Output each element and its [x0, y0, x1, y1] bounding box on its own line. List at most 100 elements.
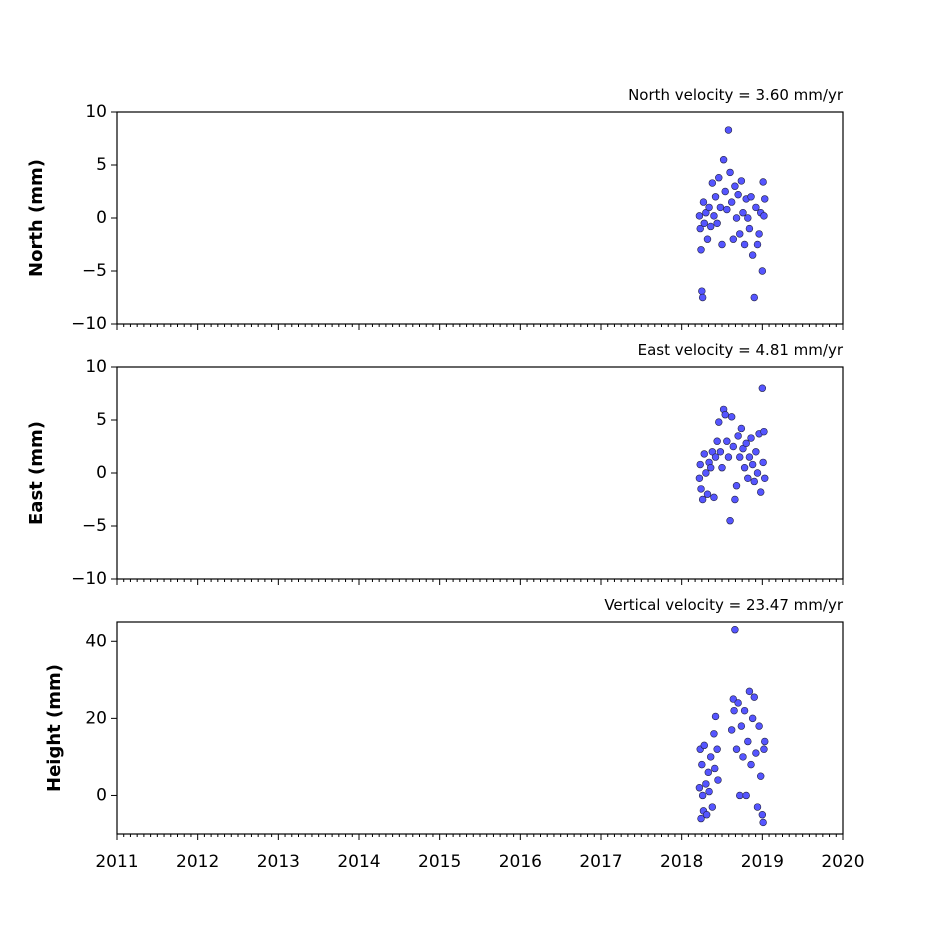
x-tick-label: 2011	[95, 852, 138, 872]
y-tick-label: 40	[85, 631, 107, 651]
data-point	[752, 749, 760, 757]
data-point	[721, 411, 729, 419]
y-tick-label: 0	[96, 463, 107, 483]
panel-title: East velocity = 4.81 mm/yr	[638, 341, 844, 359]
data-point	[753, 240, 762, 249]
data-point	[737, 424, 746, 433]
data-point	[698, 287, 706, 295]
data-point	[759, 818, 767, 827]
data-point	[755, 230, 763, 238]
x-tick-label: 2013	[257, 852, 300, 872]
data-point	[752, 448, 760, 456]
data-point	[729, 695, 737, 703]
data-point	[698, 791, 707, 800]
data-point	[736, 230, 744, 238]
data-point	[744, 474, 752, 482]
data-point	[739, 209, 747, 217]
data-point	[716, 448, 725, 456]
y-tick-label: 0	[96, 785, 107, 805]
plot-frame	[116, 621, 844, 835]
data-point	[724, 453, 733, 461]
data-point	[732, 745, 741, 753]
data-point	[761, 474, 769, 482]
data-point	[761, 195, 769, 203]
data-point	[707, 464, 715, 472]
x-tick-label: 2017	[579, 852, 622, 872]
data-point	[727, 413, 736, 421]
data-point	[737, 722, 746, 730]
x-tick-label: 2012	[176, 852, 219, 872]
data-point	[715, 174, 723, 182]
data-point	[742, 791, 750, 800]
data-point	[713, 219, 721, 228]
data-point	[697, 485, 705, 493]
data-point	[744, 214, 752, 222]
data-point	[742, 439, 750, 448]
data-point	[740, 706, 749, 715]
data-point	[739, 444, 747, 453]
data-point	[753, 469, 762, 477]
data-point	[732, 214, 741, 222]
data-point	[700, 219, 708, 228]
data-point	[696, 224, 704, 233]
data-point	[702, 811, 711, 819]
panel-title: Vertical velocity = 23.47 mm/yr	[604, 596, 844, 614]
data-point	[698, 293, 707, 302]
data-point	[702, 209, 710, 217]
data-point	[730, 706, 738, 715]
data-point	[736, 791, 744, 800]
data-point	[711, 193, 720, 201]
y-axis-label: North (mm)	[26, 159, 47, 277]
data-point	[760, 212, 768, 220]
y-tick-label: 10	[85, 102, 107, 122]
data-point	[702, 469, 710, 477]
data-point	[708, 179, 717, 187]
data-point	[761, 737, 769, 746]
y-tick-label: 10	[85, 357, 107, 377]
data-point	[703, 490, 712, 498]
data-point	[747, 760, 755, 769]
data-point	[719, 156, 728, 164]
data-point	[731, 182, 739, 190]
data-point	[750, 693, 758, 701]
x-tick-label: 2014	[337, 852, 380, 872]
data-point	[711, 712, 720, 721]
data-point	[750, 293, 758, 302]
data-point	[759, 458, 767, 467]
data-point	[745, 687, 754, 696]
data-point	[707, 753, 715, 761]
data-point	[755, 722, 763, 730]
data-point	[705, 203, 713, 212]
data-point	[753, 803, 762, 811]
plot-frame	[116, 366, 844, 580]
data-point	[727, 726, 736, 734]
data-point	[716, 203, 725, 212]
y-tick-label: −5	[82, 261, 107, 281]
data-point	[734, 190, 742, 199]
data-point	[750, 477, 758, 486]
data-point	[721, 187, 729, 196]
y-tick-label: 5	[96, 410, 107, 430]
x-tick-label: 2018	[660, 852, 703, 872]
data-point	[718, 464, 726, 472]
data-point	[713, 745, 721, 753]
data-point	[702, 780, 710, 788]
y-tick-label: 20	[85, 708, 107, 728]
data-point	[748, 460, 757, 469]
data-point	[734, 432, 742, 440]
data-point	[708, 803, 717, 811]
x-tick-label: 2020	[821, 852, 864, 872]
data-point	[747, 193, 755, 201]
data-point	[727, 198, 736, 206]
data-point	[695, 784, 704, 792]
data-point	[726, 168, 734, 177]
y-tick-label: 5	[96, 155, 107, 175]
data-point	[732, 482, 741, 490]
data-point	[715, 418, 723, 426]
data-point	[744, 737, 752, 746]
data-point	[718, 240, 726, 249]
data-point	[697, 246, 705, 254]
panel-title: North velocity = 3.60 mm/yr	[628, 86, 844, 104]
plot-frame	[116, 111, 844, 325]
data-point	[737, 177, 746, 185]
